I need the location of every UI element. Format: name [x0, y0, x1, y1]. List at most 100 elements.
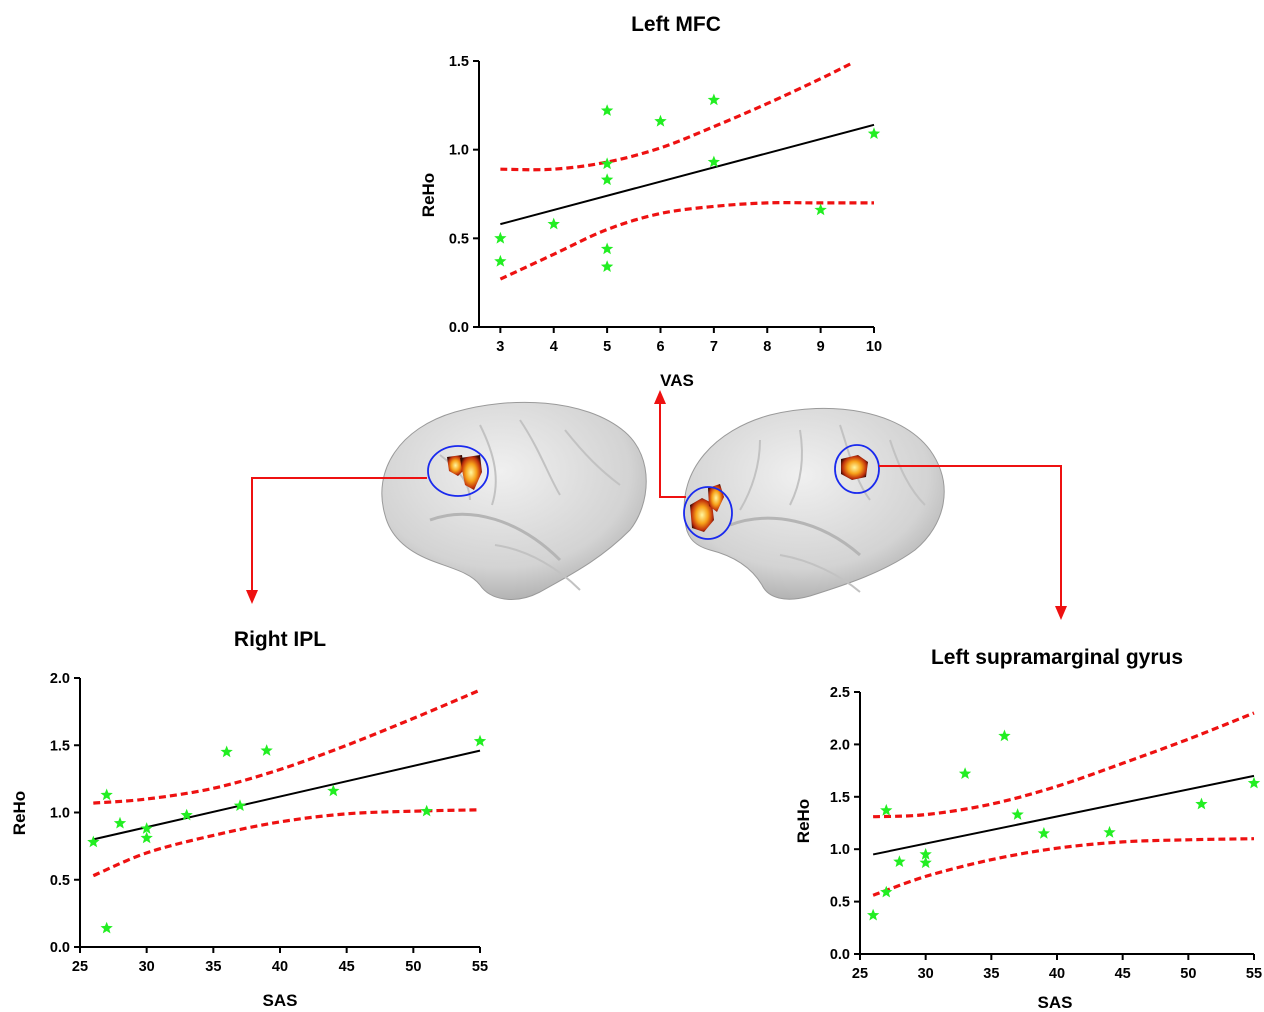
y-axis-label: ReHo — [419, 173, 438, 217]
right-hemisphere-brain-icon — [381, 401, 647, 600]
fit-line — [500, 123, 875, 226]
ci-lower-curve — [499, 201, 874, 281]
axis-ticks: 25 30 35 40 45 50 55 0.0 0.5 1.0 1.5 2.0 2.5 — [830, 685, 1262, 982]
data-point-star — [473, 734, 487, 747]
confidence-band — [872, 711, 1255, 897]
x-tick-label: 55 — [472, 959, 488, 975]
x-tick-label: 45 — [1115, 966, 1131, 982]
arrow-head-icon — [246, 590, 258, 604]
data-points — [867, 729, 1261, 921]
x-axis-label: SAS — [263, 991, 298, 1010]
x-tick-label: 25 — [72, 959, 88, 975]
chart-left-supramarginal-gyrus: Left supramarginal gyrus SAS ReHo 25 30 35… — [794, 646, 1262, 1012]
regression-line — [500, 123, 875, 226]
y-tick-label: 1.0 — [50, 806, 70, 822]
data-point-star — [654, 114, 667, 127]
x-tick-label: 8 — [763, 339, 771, 355]
connector-arrows — [246, 390, 1067, 620]
data-point-star — [180, 808, 193, 821]
confidence-band — [499, 61, 874, 281]
arrow-head-icon — [1055, 606, 1067, 620]
x-tick-label: 7 — [710, 339, 718, 355]
data-point-star — [260, 744, 273, 756]
y-tick-label: 0.5 — [830, 895, 850, 911]
data-point-star — [958, 767, 972, 779]
data-point-star — [1103, 825, 1116, 838]
fit-line — [872, 774, 1255, 856]
confidence-band — [92, 688, 481, 878]
ci-lower-curve — [92, 808, 481, 878]
y-tick-label: 0.0 — [830, 947, 850, 963]
data-point-star — [600, 157, 614, 170]
y-tick-label: 1.0 — [830, 842, 850, 858]
x-tick-label: 30 — [139, 959, 155, 975]
x-tick-label: 40 — [272, 959, 288, 975]
data-point-star — [919, 856, 932, 869]
x-tick-label: 35 — [983, 966, 999, 982]
roi-circle-icon — [683, 486, 733, 540]
y-tick-label: 0.0 — [50, 940, 70, 956]
data-points — [87, 734, 487, 934]
axis-ticks: 3 4 5 6 7 8 9 10 0.0 0.5 1.0 1.5 — [449, 54, 882, 355]
data-point-star — [919, 847, 932, 860]
x-tick-label: 25 — [852, 966, 868, 982]
x-tick-label: 3 — [496, 339, 504, 355]
x-tick-label: 50 — [1180, 966, 1196, 982]
x-axis-label: VAS — [660, 371, 694, 390]
data-point-star — [880, 803, 893, 816]
y-tick-label: 2.0 — [50, 671, 70, 687]
data-point-star — [140, 822, 153, 834]
data-point-star — [1011, 808, 1024, 820]
chart-title: Left MFC — [631, 13, 721, 36]
x-tick-label: 30 — [918, 966, 934, 982]
roi-circle-icon — [427, 445, 489, 497]
data-point-star — [327, 784, 340, 797]
data-point-star — [600, 173, 614, 186]
x-tick-label: 40 — [1049, 966, 1065, 982]
ci-lower-curve — [872, 837, 1255, 897]
data-point-star — [600, 242, 614, 255]
y-tick-label: 1.5 — [50, 738, 70, 754]
x-tick-label: 55 — [1246, 966, 1262, 982]
y-tick-label: 1.5 — [830, 790, 850, 806]
activation-blob-icon — [447, 455, 464, 476]
data-point-star — [113, 816, 127, 829]
x-tick-label: 4 — [550, 339, 558, 355]
data-point-star — [600, 104, 614, 116]
data-point-star — [600, 260, 614, 272]
data-point-star — [998, 729, 1011, 742]
data-point-star — [547, 217, 560, 230]
chart-left-mfc: Left MFC VAS ReHo 3 4 5 6 7 8 9 10 0.0 0.5 1.0 1.5 — [419, 13, 882, 390]
x-tick-label: 5 — [603, 339, 611, 355]
data-point-star — [494, 231, 507, 244]
y-tick-label: 0.0 — [449, 320, 469, 336]
chart-title: Left supramarginal gyrus — [931, 646, 1183, 669]
data-point-star — [707, 155, 720, 168]
arrow-head-icon — [654, 390, 666, 404]
regression-line — [872, 774, 1255, 856]
data-point-star — [100, 788, 113, 801]
left-hemisphere-brain-icon — [683, 407, 945, 600]
x-tick-label: 35 — [205, 959, 221, 975]
data-point-star — [140, 831, 153, 844]
y-axis-label: ReHo — [10, 791, 29, 835]
x-axis-label: SAS — [1038, 993, 1073, 1012]
data-point-star — [1247, 776, 1261, 789]
activation-blob-icon — [460, 455, 482, 490]
y-tick-label: 2.5 — [830, 685, 850, 701]
data-point-star — [1037, 827, 1050, 839]
roi-circle-icon — [834, 444, 880, 494]
arrow-to-left-supramarginal-gyrus — [879, 465, 1062, 610]
data-point-star — [893, 855, 906, 867]
ci-upper-curve — [93, 688, 481, 805]
data-point-star — [220, 745, 233, 758]
x-tick-label: 9 — [817, 339, 825, 355]
data-point-star — [420, 804, 433, 817]
regression-line — [93, 749, 481, 841]
data-point-star — [880, 885, 893, 898]
x-tick-label: 45 — [339, 959, 355, 975]
x-tick-label: 10 — [866, 339, 882, 355]
data-point-star — [867, 908, 880, 921]
data-point-star — [100, 921, 113, 934]
